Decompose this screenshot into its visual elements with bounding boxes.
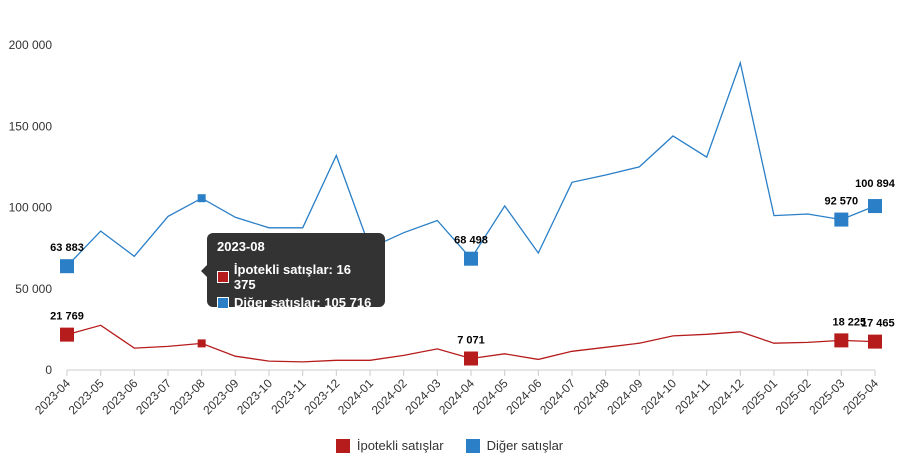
data-label: 68 498 bbox=[454, 235, 488, 247]
x-tick-label: 2023-07 bbox=[133, 376, 174, 417]
legend-label-mortgage: İpotekli satışlar bbox=[356, 438, 444, 453]
data-point-marker bbox=[197, 339, 206, 348]
x-tick-label: 2024-02 bbox=[369, 376, 410, 417]
x-tick-label: 2024-01 bbox=[335, 376, 376, 417]
legend-swatch-other bbox=[465, 438, 480, 453]
data-label: 7 071 bbox=[457, 335, 485, 347]
x-tick-label: 2024-03 bbox=[402, 376, 443, 417]
x-tick-label: 2024-10 bbox=[638, 376, 679, 417]
y-tick-label: 0 bbox=[45, 363, 52, 377]
legend-item-mortgage[interactable]: İpotekli satışlar bbox=[335, 438, 444, 453]
x-tick-label: 2024-11 bbox=[672, 376, 713, 417]
data-label: 21 769 bbox=[50, 311, 84, 323]
x-tick-label: 2023-05 bbox=[66, 376, 107, 417]
data-label: 63 883 bbox=[50, 242, 84, 254]
x-tick-label: 2023-09 bbox=[200, 376, 241, 417]
x-tick-label: 2024-06 bbox=[503, 376, 544, 417]
chart-legend: İpotekli satışlar Diğer satışlar bbox=[0, 438, 899, 453]
y-tick-label: 150 000 bbox=[9, 119, 53, 133]
data-label: 18 225 bbox=[833, 316, 867, 328]
x-tick-label: 2023-04 bbox=[32, 376, 73, 417]
data-point-marker bbox=[197, 194, 206, 203]
tooltip-row-other: Diğer satışlar: 105 716 bbox=[217, 295, 375, 310]
x-tick-label: 2023-08 bbox=[167, 376, 208, 417]
y-tick-label: 100 000 bbox=[9, 201, 53, 215]
tooltip-swatch-mortgage bbox=[217, 271, 229, 283]
x-tick-label: 2025-01 bbox=[739, 376, 780, 417]
data-label: 100 894 bbox=[855, 178, 896, 190]
y-tick-label: 50 000 bbox=[15, 282, 52, 296]
x-tick-label: 2025-03 bbox=[806, 376, 847, 417]
y-axis: 0 50 000 100 000 150 000 200 000 bbox=[9, 38, 53, 377]
x-tick-label: 2024-05 bbox=[470, 376, 511, 417]
data-point-marker bbox=[834, 212, 849, 227]
tooltip-swatch-other bbox=[217, 296, 229, 309]
legend-item-other[interactable]: Diğer satışlar bbox=[465, 438, 564, 453]
x-tick-label: 2023-11 bbox=[268, 376, 309, 417]
x-tick-label: 2024-07 bbox=[537, 376, 578, 417]
x-tick-label: 2024-08 bbox=[571, 376, 612, 417]
data-point-marker bbox=[60, 327, 74, 342]
series-lines bbox=[66, 60, 876, 363]
x-tick-label: 2024-12 bbox=[705, 376, 746, 417]
data-point-marker bbox=[60, 259, 74, 274]
chart-tooltip: 2023-08 İpotekli satışlar: 16 375 Diğer … bbox=[201, 233, 385, 310]
data-point-marker bbox=[868, 334, 882, 349]
x-axis: 2023-042023-052023-062023-072023-082023-… bbox=[32, 369, 881, 417]
x-tick-label: 2025-04 bbox=[840, 376, 881, 417]
data-point-marker bbox=[464, 251, 478, 266]
tooltip-label-mortgage: İpotekli satışlar: 16 375 bbox=[233, 262, 351, 292]
x-tick-label: 2023-10 bbox=[234, 376, 275, 417]
x-tick-label: 2023-06 bbox=[99, 376, 140, 417]
tooltip-label-other: Diğer satışlar: 105 716 bbox=[234, 295, 372, 310]
tooltip-title: 2023-08 bbox=[217, 239, 265, 254]
x-tick-label: 2025-02 bbox=[773, 376, 814, 417]
x-tick-label: 2024-09 bbox=[604, 376, 645, 417]
x-tick-label: 2024-04 bbox=[436, 376, 477, 417]
legend-label-other: Diğer satışlar bbox=[486, 438, 564, 453]
series-markers bbox=[60, 194, 882, 366]
data-point-marker bbox=[464, 351, 478, 366]
data-point-marker bbox=[868, 199, 882, 214]
legend-swatch-mortgage bbox=[335, 438, 350, 453]
data-label: 17 465 bbox=[861, 318, 895, 330]
data-point-marker bbox=[834, 333, 849, 348]
tooltip-row-mortgage: İpotekli satışlar: 16 375 bbox=[217, 262, 375, 292]
x-tick-label: 2023-12 bbox=[301, 376, 342, 417]
data-label: 92 570 bbox=[825, 196, 859, 208]
y-tick-label: 200 000 bbox=[9, 38, 53, 52]
